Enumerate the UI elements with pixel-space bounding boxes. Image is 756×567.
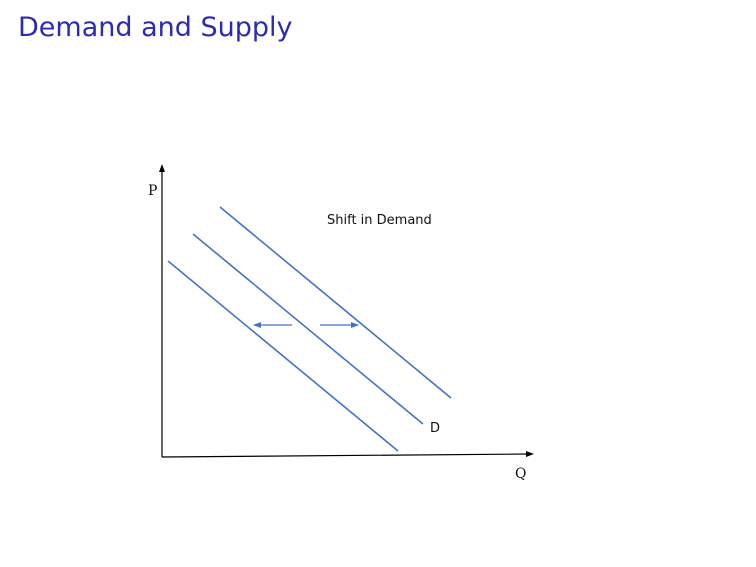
x-axis-label: Q [515, 466, 526, 482]
shift-annotation: Shift in Demand [327, 213, 432, 228]
y-axis-label: P [148, 183, 157, 199]
page-title: Demand and Supply [18, 12, 293, 43]
demand-curve-original [192, 233, 424, 425]
demand-curve-label: D [430, 421, 440, 436]
demand-curve-decreased [167, 260, 399, 452]
x-axis [161, 451, 534, 458]
demand-curve-increased [219, 206, 452, 399]
